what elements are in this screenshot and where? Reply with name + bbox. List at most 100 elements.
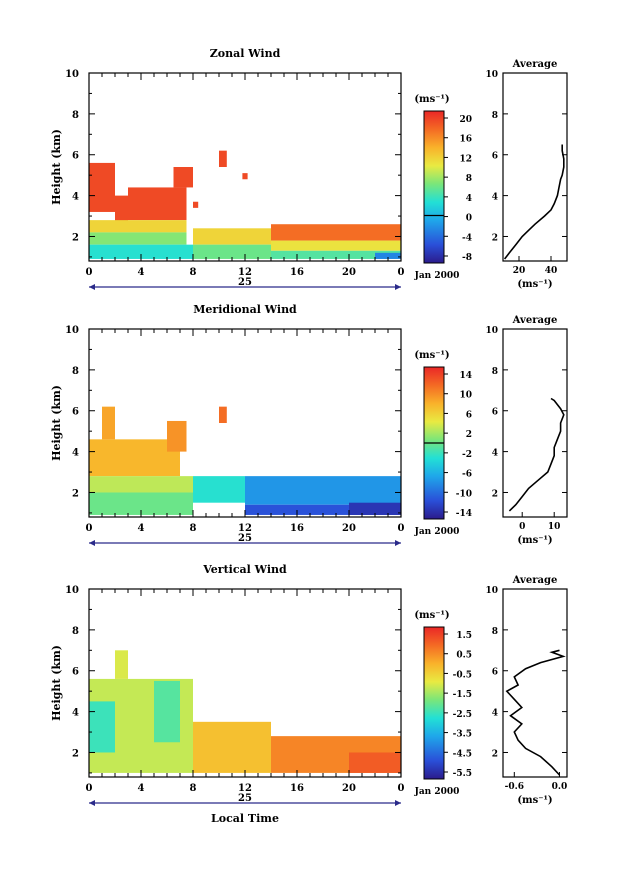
y-tick-label: 6 — [72, 151, 79, 162]
profile-y-tick-label: 8 — [492, 367, 498, 377]
colorbar-tick-label: 6 — [466, 410, 472, 420]
x-tick-label: 20 — [342, 783, 356, 794]
date-arrow-right — [395, 284, 401, 290]
panel-3: Vertical Wind 2 4 6 8 10 Height (km) 0 4 8 12 16 20 0… — [50, 563, 472, 825]
profile-y-tick-label: 4 — [492, 709, 498, 719]
profile-panel-1: Average 2 4 6 8 10 20 40 (ms⁻¹) — [485, 59, 568, 290]
profile-y-tick-label: 10 — [485, 70, 498, 80]
profile-x-tick-label: 0.0 — [552, 782, 568, 792]
colorbar-tick-label: 14 — [459, 371, 472, 381]
data-cell — [349, 752, 401, 773]
data-cell — [154, 680, 180, 743]
profile-frame — [502, 588, 568, 778]
x-tick-label: 8 — [190, 783, 197, 794]
panel-2: Meridional Wind 2 4 6 8 10 Height (km) 0 4 8 12 16 2… — [50, 303, 472, 546]
colorbar-tick-label: 0 — [466, 214, 472, 224]
profile-line — [503, 144, 565, 260]
data-cell — [167, 420, 187, 452]
data-cell — [193, 228, 271, 245]
colorbar-tick-label: -10 — [456, 489, 472, 499]
y-tick-label: 6 — [72, 407, 79, 418]
colorbar-tick-label: 12 — [459, 154, 472, 164]
colorbar-tick-label: 1.5 — [456, 631, 472, 641]
data-cell — [89, 492, 193, 515]
profile-y-tick-label: 2 — [492, 233, 498, 243]
colorbar-tick-label: -6 — [462, 470, 472, 480]
profile-y-tick-label: 8 — [492, 627, 498, 637]
data-cell — [89, 162, 115, 212]
x-tick-label: 20 — [342, 523, 356, 534]
data-cell — [115, 650, 128, 679]
y-tick-label: 8 — [72, 626, 79, 637]
data-cell — [89, 476, 193, 493]
profile-frame — [502, 72, 568, 262]
data-cell — [89, 232, 187, 245]
y-tick-label: 4 — [72, 708, 79, 719]
profile-y-tick-label: 6 — [492, 152, 498, 162]
data-cell — [89, 701, 115, 753]
profile-x-tick-label: -0.6 — [505, 782, 524, 792]
profile-x-tick-label: 20 — [513, 266, 526, 276]
data-cell — [193, 721, 271, 773]
data-cell — [271, 240, 401, 251]
colorbar-tick-label: -3.5 — [453, 730, 472, 740]
date-label: 25 — [238, 277, 252, 288]
y-tick-label: 4 — [72, 192, 79, 203]
x-tick-label: 0 — [398, 783, 405, 794]
y-tick-label: 2 — [72, 488, 79, 499]
data-cell — [128, 187, 187, 221]
colorbar — [423, 626, 445, 780]
profile-y-tick-label: 10 — [485, 586, 498, 596]
x-tick-label: 12 — [238, 523, 252, 534]
month-label: Jan 2000 — [414, 787, 460, 797]
data-cell — [242, 173, 248, 180]
data-cell — [89, 439, 180, 477]
x-tick-label: 0 — [86, 783, 93, 794]
panel-title: Meridional Wind — [193, 303, 297, 316]
data-cell — [89, 220, 187, 233]
colorbar-unit: (ms⁻¹) — [414, 94, 449, 105]
profile-y-tick-label: 6 — [492, 408, 498, 418]
date-label: 25 — [238, 793, 252, 804]
y-tick-label: 10 — [65, 585, 79, 596]
profile-y-tick-label: 10 — [485, 326, 498, 336]
profile-x-tick-label: 10 — [548, 522, 561, 532]
x-tick-label: 8 — [190, 523, 197, 534]
x-tick-label: 0 — [398, 267, 405, 278]
profile-frame — [502, 328, 568, 518]
panel-title: Vertical Wind — [202, 563, 287, 576]
y-axis-label: Height (km) — [50, 645, 63, 721]
colorbar-unit: (ms⁻¹) — [414, 610, 449, 621]
profile-y-tick-label: 4 — [492, 449, 498, 459]
x-tick-label: 20 — [342, 267, 356, 278]
profile-x-label: (ms⁻¹) — [517, 279, 552, 290]
profile-y-tick-label: 2 — [492, 489, 498, 499]
x-tick-label: 8 — [190, 267, 197, 278]
x-tick-label: 0 — [86, 267, 93, 278]
data-cell — [271, 224, 401, 241]
y-tick-label: 8 — [72, 110, 79, 121]
profile-x-label: (ms⁻¹) — [517, 535, 552, 546]
colorbar-tick-label: -5.5 — [453, 769, 472, 779]
panel-1: Zonal Wind 2 4 6 8 10 Height (km) 0 4 8 12 16 20 0 25 J… — [50, 47, 472, 290]
data-cell — [193, 476, 245, 503]
colorbar-tick-label: 8 — [466, 174, 472, 184]
data-cell — [245, 476, 401, 505]
profile-y-tick-label: 6 — [492, 668, 498, 678]
colorbar-unit: (ms⁻¹) — [414, 350, 449, 361]
month-label: Jan 2000 — [414, 271, 460, 281]
profile-line — [505, 649, 566, 776]
profile-y-tick-label: 2 — [492, 749, 498, 759]
y-tick-label: 8 — [72, 366, 79, 377]
profile-title: Average — [512, 59, 558, 70]
profile-title: Average — [512, 575, 558, 586]
x-tick-label: 16 — [290, 267, 304, 278]
colorbar — [423, 110, 445, 264]
colorbar-tick-label: -2.5 — [453, 710, 472, 720]
colorbar-tick-label: 2 — [466, 430, 472, 440]
y-tick-label: 10 — [65, 325, 79, 336]
data-cell — [193, 201, 199, 208]
data-cell — [219, 406, 227, 423]
colorbar-tick-label: 10 — [459, 391, 472, 401]
